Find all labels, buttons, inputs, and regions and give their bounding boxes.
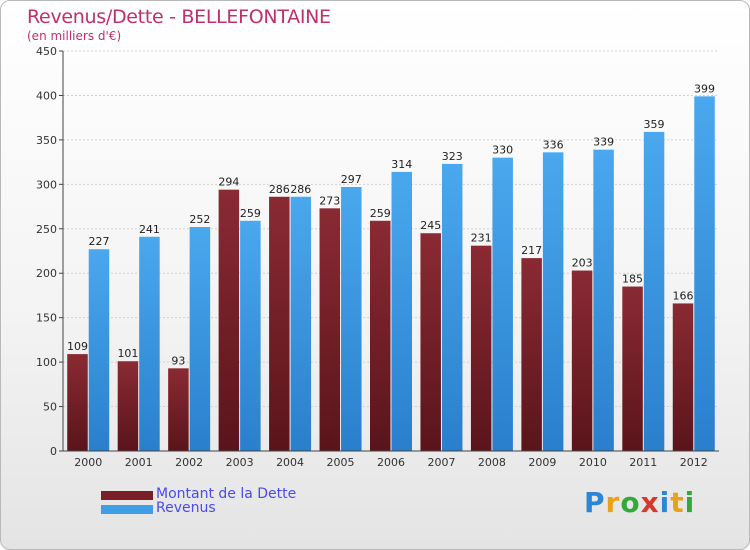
bar-dette — [168, 368, 189, 451]
bar-revenus — [593, 149, 614, 451]
proxiti-logo: Proxiti — [584, 486, 695, 519]
y-tick-label: 450 — [36, 45, 57, 58]
bar-revenus — [341, 187, 362, 451]
bar-dette — [218, 189, 240, 451]
data-label-dette: 93 — [171, 354, 185, 367]
x-tick-label: 2009 — [528, 456, 556, 469]
data-label-revenus: 330 — [492, 144, 513, 157]
x-tick-label: 2001 — [125, 456, 153, 469]
y-tick-label: 400 — [36, 89, 57, 102]
y-tick-label: 50 — [43, 401, 57, 414]
x-tick-label: 2012 — [680, 456, 708, 469]
logo-letter: i — [659, 486, 671, 519]
bar-revenus — [391, 171, 412, 451]
bar-revenus — [694, 96, 715, 451]
bar-revenus — [542, 152, 564, 452]
data-label-dette: 101 — [117, 347, 138, 360]
y-tick-label: 200 — [36, 267, 57, 280]
x-tick-label: 2011 — [629, 456, 657, 469]
bar-dette — [622, 286, 643, 451]
bar-dette — [269, 196, 290, 451]
logo-letter: P — [584, 486, 606, 519]
data-label-dette: 217 — [521, 244, 542, 257]
data-label-dette: 286 — [269, 183, 290, 196]
data-label-dette: 231 — [471, 232, 492, 245]
bar-dette — [521, 258, 542, 451]
legend-label-revenus: Revenus — [156, 500, 216, 516]
data-label-revenus: 323 — [442, 150, 463, 163]
logo-letter: o — [620, 486, 641, 519]
bar-revenus — [492, 157, 513, 451]
data-label-revenus: 339 — [593, 136, 614, 149]
data-label-revenus: 241 — [139, 223, 160, 236]
bar-dette — [319, 208, 341, 451]
data-label-revenus: 297 — [341, 173, 362, 186]
bar-revenus — [88, 249, 110, 451]
data-label-dette: 294 — [218, 176, 239, 189]
chart-subtitle: (en milliers d'€) — [27, 29, 122, 43]
bar-revenus — [290, 196, 312, 451]
legend-swatch-dette — [101, 491, 153, 500]
x-tick-label: 2004 — [276, 456, 304, 469]
bar-dette — [370, 220, 391, 451]
data-label-dette: 259 — [370, 207, 391, 220]
bar-revenus — [139, 236, 160, 451]
bar-revenus — [643, 131, 665, 451]
data-label-revenus: 286 — [290, 183, 311, 196]
bar-dette — [67, 354, 88, 451]
data-label-dette: 273 — [319, 194, 340, 207]
data-label-dette: 203 — [572, 257, 593, 270]
data-label-revenus: 314 — [391, 158, 412, 171]
logo-letter: x — [640, 486, 660, 519]
chart-title: Revenus/Dette - BELLEFONTAINE — [27, 6, 331, 28]
bar-dette — [571, 270, 593, 451]
legend-swatch-revenus — [101, 505, 153, 514]
data-label-dette: 166 — [673, 289, 694, 302]
bar-dette — [117, 361, 139, 451]
logo-letter: i — [684, 486, 696, 519]
bar-revenus — [189, 227, 211, 451]
x-tick-label: 2008 — [478, 456, 506, 469]
y-tick-label: 250 — [36, 223, 57, 236]
x-tick-label: 2000 — [74, 456, 102, 469]
data-label-dette: 245 — [420, 219, 441, 232]
logo-letter: r — [605, 486, 621, 519]
data-label-revenus: 359 — [644, 118, 665, 131]
y-tick-label: 300 — [36, 178, 57, 191]
y-tick-label: 100 — [36, 356, 57, 369]
bar-revenus — [240, 220, 261, 451]
y-tick-label: 150 — [36, 312, 57, 325]
bar-dette — [420, 233, 441, 451]
y-tick-label: 0 — [50, 445, 57, 458]
data-label-revenus: 227 — [88, 235, 109, 248]
bar-revenus — [441, 163, 463, 451]
x-tick-label: 2005 — [327, 456, 355, 469]
x-tick-label: 2010 — [579, 456, 607, 469]
y-tick-label: 350 — [36, 134, 57, 147]
x-tick-label: 2003 — [226, 456, 254, 469]
data-label-revenus: 252 — [189, 213, 210, 226]
legend-label-dette: Montant de la Dette — [156, 486, 297, 502]
data-label-revenus: 259 — [240, 207, 261, 220]
bar-dette — [672, 303, 694, 451]
data-label-dette: 109 — [67, 340, 88, 353]
data-label-revenus: 399 — [694, 82, 715, 95]
logo-letter: t — [670, 486, 685, 519]
data-label-revenus: 336 — [543, 138, 564, 151]
data-label-dette: 185 — [622, 273, 643, 286]
x-tick-label: 2007 — [427, 456, 455, 469]
x-tick-label: 2006 — [377, 456, 405, 469]
x-tick-label: 2002 — [175, 456, 203, 469]
bar-dette — [470, 245, 492, 451]
